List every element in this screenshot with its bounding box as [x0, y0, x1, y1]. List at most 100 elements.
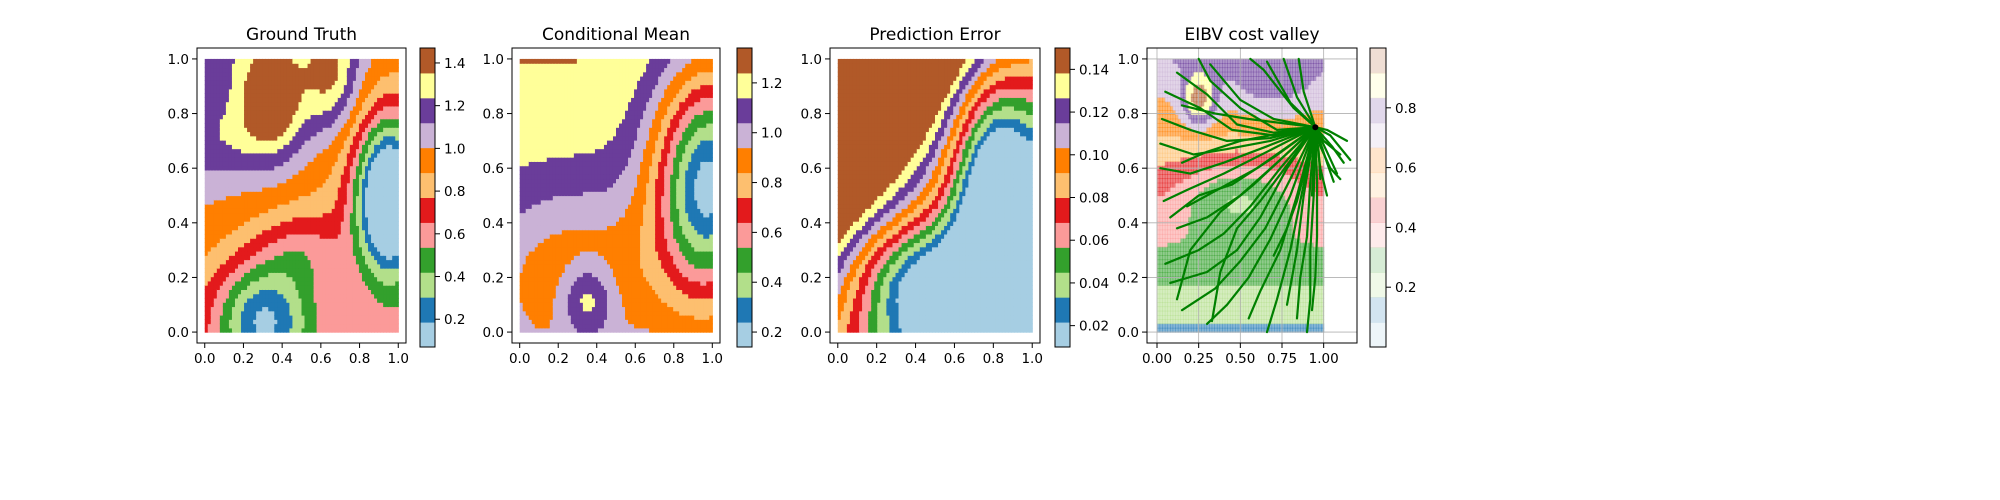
heatmap-cell	[225, 285, 230, 290]
heatmap-cell	[386, 255, 390, 261]
heatmap-cell	[352, 114, 357, 120]
heatmap-cell	[219, 306, 224, 312]
heatmap-cell	[244, 58, 248, 64]
heatmap-cell	[519, 161, 524, 167]
heatmap-cell	[319, 58, 324, 64]
heatmap-cell	[368, 302, 372, 308]
x-tick-label: 0.0	[194, 351, 215, 367]
heatmap-cell	[552, 302, 557, 308]
heatmap-cell	[274, 80, 278, 86]
heatmap-cell	[368, 276, 372, 282]
heatmap-cell	[304, 105, 309, 111]
heatmap-cell	[352, 315, 357, 320]
heatmap-cell	[349, 105, 354, 111]
heatmap-cell	[377, 71, 381, 77]
heatmap-cell	[213, 259, 218, 265]
heatmap-cell	[365, 250, 369, 256]
heatmap-cell	[525, 182, 530, 188]
heatmap-cell	[386, 114, 390, 120]
heatmap-cell	[340, 101, 345, 107]
heatmap-cell	[289, 302, 294, 308]
heatmap-cell	[365, 178, 369, 184]
heatmap-cell	[307, 280, 312, 286]
heatmap-cell	[289, 280, 294, 286]
heatmap-cell	[262, 195, 266, 201]
heatmap-cell	[325, 144, 330, 150]
heatmap-cell	[307, 268, 312, 273]
heatmap-cell	[380, 323, 384, 329]
heatmap-cell	[295, 285, 300, 290]
heatmap-cell	[301, 148, 306, 154]
heatmap-cell	[231, 306, 236, 312]
heatmap-cell	[552, 306, 557, 312]
heatmap-cell	[319, 135, 324, 141]
heatmap-cell	[277, 97, 281, 103]
heatmap-cell	[250, 323, 254, 329]
heatmap-cell	[250, 289, 254, 295]
heatmap-cell	[386, 229, 390, 235]
heatmap-cell	[292, 297, 297, 303]
heatmap-cell	[537, 169, 542, 175]
heatmap-cell	[322, 101, 327, 107]
heatmap-cell	[328, 127, 333, 133]
heatmap-cell	[552, 225, 557, 231]
heatmap-cell	[325, 233, 330, 239]
heatmap-cell	[322, 272, 327, 278]
heatmap-cell	[337, 221, 342, 226]
heatmap-cell	[234, 208, 239, 214]
heatmap-cell	[283, 148, 287, 154]
heatmap-cell	[528, 88, 533, 94]
heatmap-cell	[540, 268, 545, 273]
heatmap-cell	[216, 302, 221, 308]
heatmap-cell	[225, 225, 230, 231]
heatmap-cell	[525, 71, 530, 77]
heatmap-cell	[377, 310, 381, 316]
heatmap-cell	[355, 71, 360, 77]
heatmap-cell	[361, 246, 366, 252]
heatmap-cell	[234, 169, 239, 175]
heatmap-cell	[383, 131, 387, 137]
heatmap-cell	[531, 212, 536, 218]
heatmap-cell	[210, 71, 215, 77]
heatmap-cell	[219, 221, 224, 226]
heatmap-cell	[319, 186, 324, 192]
heatmap-cell	[253, 285, 257, 290]
heatmap-cell	[283, 88, 287, 94]
heatmap-cell	[316, 297, 321, 303]
heatmap-cell	[371, 97, 375, 103]
heatmap-cell	[377, 63, 381, 69]
heatmap-cell	[392, 88, 396, 94]
heatmap-cell	[225, 216, 230, 222]
heatmap-cell	[231, 148, 236, 154]
heatmap-cell	[358, 225, 363, 231]
heatmap-cell	[528, 229, 533, 235]
heatmap-cell	[322, 268, 327, 273]
heatmap-cell	[355, 148, 360, 154]
heatmap-cell	[377, 246, 381, 252]
heatmap-cell	[231, 195, 236, 201]
heatmap-cell	[222, 221, 227, 226]
heatmap-cell	[546, 63, 551, 69]
heatmap-cell	[358, 178, 363, 184]
heatmap-cell	[256, 212, 260, 218]
heatmap-cell	[349, 327, 354, 333]
heatmap-cell	[358, 191, 363, 197]
heatmap-cell	[247, 80, 251, 86]
heatmap-cell	[204, 221, 209, 226]
heatmap-cell	[531, 178, 536, 184]
heatmap-cell	[222, 242, 227, 248]
heatmap-cell	[519, 268, 524, 273]
heatmap-cell	[395, 323, 399, 329]
heatmap-cell	[244, 242, 248, 248]
heatmap-cell	[519, 280, 524, 286]
heatmap-cell	[301, 161, 306, 167]
heatmap-cell	[368, 105, 372, 111]
heatmap-cell	[244, 135, 248, 141]
heatmap-cell	[386, 80, 390, 86]
heatmap-cell	[371, 272, 375, 278]
heatmap-cell	[340, 259, 345, 265]
heatmap-cell	[331, 315, 336, 320]
heatmap-cell	[241, 233, 245, 239]
heatmap-cell	[301, 97, 306, 103]
heatmap-cell	[231, 272, 236, 278]
